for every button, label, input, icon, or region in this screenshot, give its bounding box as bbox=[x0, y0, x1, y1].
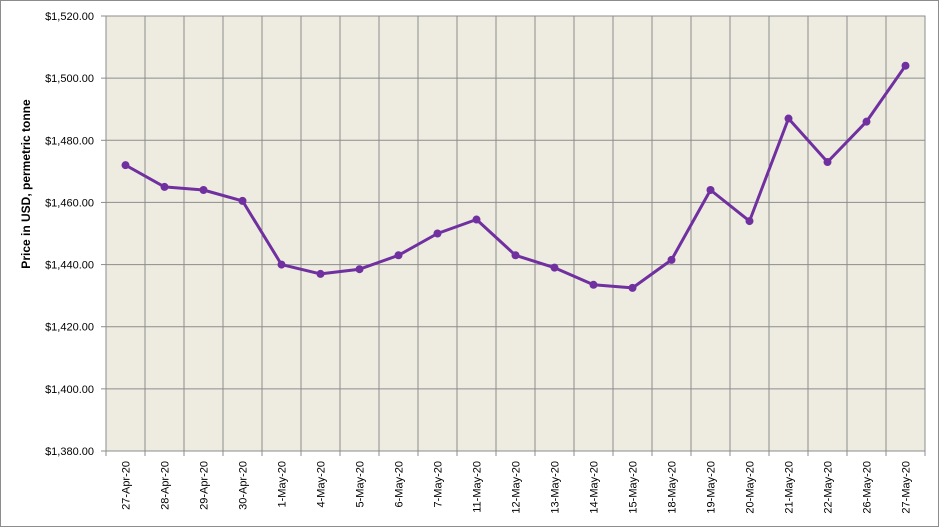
x-tick-label: 13-May-20 bbox=[550, 461, 562, 514]
x-tick-label: 26-May-20 bbox=[862, 461, 874, 514]
data-point bbox=[784, 114, 793, 123]
x-axis-tick-labels: 27-Apr-20 28-Apr-20 29-Apr-20 30-Apr-20 1-Ma… bbox=[121, 461, 913, 514]
data-point bbox=[355, 265, 364, 274]
data-point bbox=[394, 251, 403, 260]
data-point bbox=[160, 182, 169, 191]
series-layer bbox=[121, 61, 910, 292]
y-tick-label: $1,480.00 bbox=[45, 135, 94, 147]
data-point bbox=[862, 117, 871, 126]
y-axis-tick-labels: $1,380.00 $1,400.00 $1,420.00 $1,440.00 $1,4… bbox=[45, 11, 94, 458]
x-tick-label: 21-May-20 bbox=[784, 461, 796, 514]
data-point bbox=[706, 186, 715, 194]
x-tick-label: 14-May-20 bbox=[589, 461, 601, 514]
y-tick-label: $1,440.00 bbox=[45, 260, 94, 272]
y-tick-label: $1,500.00 bbox=[45, 73, 94, 85]
data-point bbox=[823, 158, 832, 167]
x-tick-label: 1-May-20 bbox=[277, 461, 289, 507]
y-tick-label: $1,380.00 bbox=[45, 446, 94, 458]
x-tick-label: 28-Apr-20 bbox=[160, 461, 172, 510]
x-tick-label: 22-May-20 bbox=[823, 461, 835, 514]
data-point bbox=[433, 229, 442, 238]
y-tick-label: $1,420.00 bbox=[45, 322, 94, 334]
x-tick-label: 29-Apr-20 bbox=[199, 461, 211, 510]
plot-area bbox=[105, 15, 926, 452]
data-point bbox=[667, 255, 676, 264]
x-tick-label: 6-May-20 bbox=[394, 461, 406, 507]
x-tick-label: 4-May-20 bbox=[316, 461, 328, 507]
data-point bbox=[628, 283, 637, 292]
y-tick-label: $1,400.00 bbox=[45, 384, 94, 396]
x-tick-label: 7-May-20 bbox=[433, 461, 445, 507]
x-tick-label: 19-May-20 bbox=[706, 461, 718, 514]
data-point bbox=[121, 161, 130, 170]
data-point bbox=[901, 61, 910, 70]
data-point bbox=[316, 269, 325, 278]
x-tick-label: 27-Apr-20 bbox=[121, 461, 133, 510]
y-tick-label: $1,460.00 bbox=[45, 197, 94, 209]
grid-lines bbox=[101, 15, 926, 456]
data-point bbox=[277, 260, 286, 269]
data-point bbox=[472, 215, 481, 224]
y-tick-label: $1,520.00 bbox=[45, 11, 94, 23]
data-point bbox=[745, 217, 754, 226]
data-point bbox=[238, 196, 247, 205]
x-tick-label: 20-May-20 bbox=[745, 461, 757, 514]
data-point bbox=[589, 280, 598, 289]
y-axis-label: Price in USD, permetric tonne bbox=[19, 99, 33, 269]
x-tick-label: 18-May-20 bbox=[667, 461, 679, 514]
x-tick-label: 12-May-20 bbox=[511, 461, 523, 514]
x-tick-label: 30-Apr-20 bbox=[238, 461, 250, 510]
data-point bbox=[550, 263, 559, 272]
data-point bbox=[199, 186, 208, 194]
x-tick-label: 11-May-20 bbox=[472, 461, 484, 513]
x-tick-label: 5-May-20 bbox=[355, 461, 367, 507]
x-tick-label: 15-May-20 bbox=[628, 461, 640, 514]
x-tick-label: 27-May-20 bbox=[901, 461, 913, 514]
data-point bbox=[511, 251, 520, 260]
